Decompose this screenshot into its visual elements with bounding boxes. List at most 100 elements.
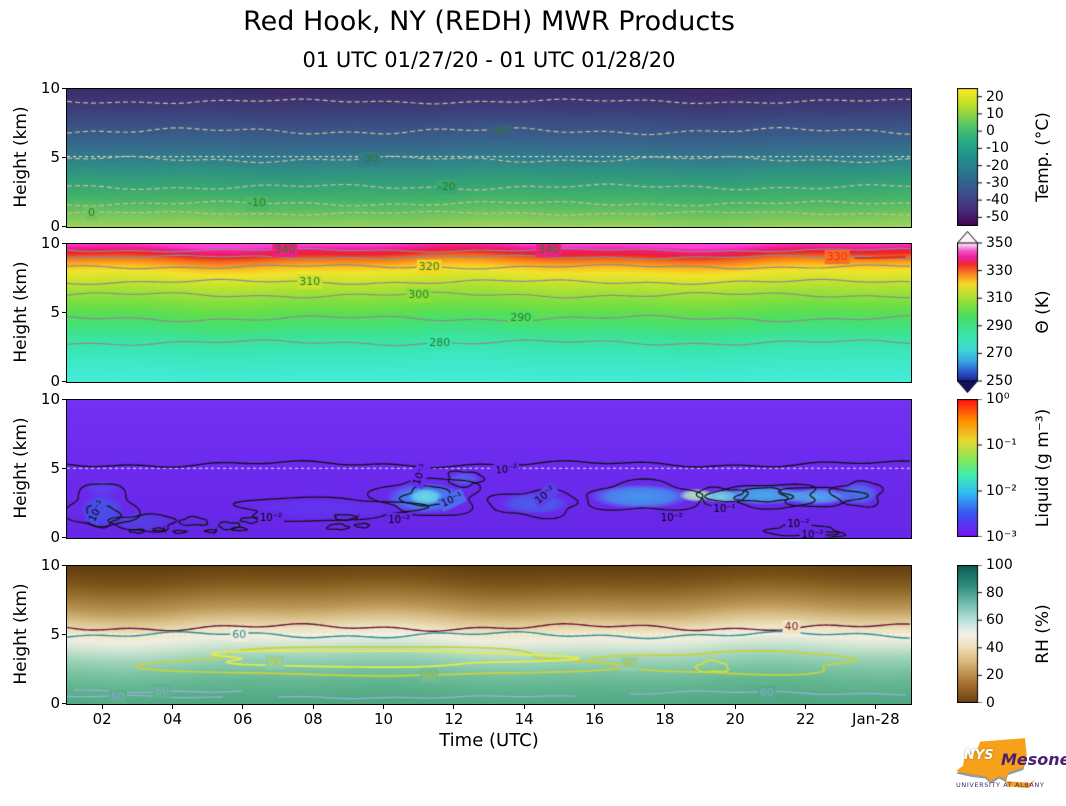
x-tick-mark (594, 705, 595, 709)
colorbar-tick-label: 100 (986, 557, 1013, 573)
x-tick-mark (101, 705, 103, 709)
y-tick-label: 5 (50, 459, 60, 477)
x-tick-mark (734, 705, 736, 709)
page-title: Red Hook, NY (REDH) MWR Products (243, 6, 735, 37)
x-tick-mark (172, 705, 173, 709)
liquid-colorbar (957, 399, 983, 537)
colorbar-tick-label: -30 (986, 174, 1009, 191)
y-tick-mark (62, 226, 66, 227)
colorbar-tick-label: -40 (986, 192, 1009, 209)
x-tick-label: 02 (92, 710, 112, 728)
y-axis-label: Height (km) (11, 106, 31, 208)
colorbar-tick-label: 10⁻¹ (986, 436, 1017, 453)
colorbar-tick-label: 10⁻² (986, 483, 1017, 499)
y-axis-label: Height (km) (11, 261, 31, 363)
colorbar-tick-label: 0 (986, 695, 995, 711)
colorbar-tick-label: 40 (986, 639, 1004, 656)
colorbar-tick-label: -50 (986, 209, 1009, 226)
y-axis-label: Height (km) (11, 583, 31, 685)
y-tick-label: 10 (40, 234, 60, 252)
colorbar-axis-label: Temp. (°C) (1033, 112, 1053, 202)
panel-temperature: Height (km) Temp. (°C) (0, 88, 1066, 228)
x-tick-mark (312, 705, 314, 709)
x-tick-mark (383, 705, 384, 709)
y-tick-mark (62, 565, 66, 566)
logo-university-text: UNIVERSITY AT ALBANY (956, 781, 1045, 789)
colorbar-tick-label: 10 (986, 105, 1004, 122)
y-tick-label: 5 (50, 625, 60, 643)
colorbar-axis-label: Θ (K) (1033, 290, 1053, 334)
y-tick-label: 10 (40, 79, 60, 97)
colorbar-tick-label: 80 (986, 584, 1004, 601)
x-tick-mark (523, 705, 525, 709)
liquid-heatmap (66, 399, 912, 539)
panel-potential-temperature: Height (km) Θ (K) (0, 231, 1066, 393)
x-tick-label: 18 (655, 710, 675, 728)
figure-subtitle: 01 UTC 01/27/20 - 01 UTC 01/28/20 (302, 48, 676, 72)
y-tick-mark (62, 157, 66, 158)
colorbar-tick-label: -10 (986, 140, 1009, 157)
temperature-heatmap (66, 88, 912, 228)
y-tick-label: 0 (50, 372, 60, 390)
x-tick-label: 12 (444, 710, 464, 728)
y-tick-label: 5 (50, 303, 60, 321)
panel-rh: Height (km) RH (%) (0, 565, 1066, 705)
x-tick-label: 20 (725, 710, 745, 728)
colorbar-tick-label: 20 (986, 667, 1004, 684)
colorbar-tick-label: 10⁻³ (986, 529, 1017, 545)
nys-mesonet-logo: NYS Mesonet UNIVERSITY AT ALBANY (944, 733, 1066, 795)
x-tick-mark (664, 705, 666, 709)
y-tick-label: 0 (50, 217, 60, 235)
y-tick-label: 0 (50, 528, 60, 546)
colorbar-tick-label: 350 (986, 235, 1013, 251)
panel-liquid: Height (km) Liquid (g m⁻³) (0, 399, 1066, 539)
colorbar-tick-label: 20 (986, 88, 1004, 105)
temperature-colorbar (957, 88, 983, 226)
ny-state-shape (956, 738, 1027, 782)
y-tick-label: 10 (40, 390, 60, 408)
colorbar-axis-label: Liquid (g m⁻³) (1033, 408, 1053, 528)
ny-state-graphic (956, 738, 1036, 789)
colorbar-tick-label: 270 (986, 345, 1013, 362)
logo-mesonet-text: Mesonet (1001, 750, 1066, 769)
rh-heatmap (66, 565, 912, 705)
y-tick-mark (62, 399, 66, 400)
y-axis-label: Height (km) (11, 417, 31, 519)
colorbar-tick-label: 330 (986, 262, 1013, 279)
y-tick-mark (62, 468, 66, 469)
colorbar-tick-label: -20 (986, 157, 1009, 174)
x-tick-label: 16 (584, 710, 605, 728)
colorbar-axis-label: RH (%) (1033, 604, 1053, 664)
rh-colorbar (957, 565, 983, 703)
theta-colorbar (957, 231, 983, 393)
y-tick-mark (62, 634, 66, 635)
y-tick-mark (62, 312, 66, 313)
y-tick-label: 0 (50, 694, 60, 712)
y-tick-mark (62, 88, 66, 89)
long-island-shape (1006, 779, 1036, 789)
x-tick-label: 10 (373, 710, 394, 728)
x-tick-label: 06 (233, 710, 253, 728)
y-tick-label: 10 (40, 556, 60, 574)
y-tick-mark (62, 537, 66, 538)
colorbar-tick-label: 250 (986, 373, 1013, 389)
theta-heatmap (66, 243, 912, 383)
logo-nys-text: NYS (964, 748, 994, 763)
x-tick-mark (805, 705, 806, 709)
x-tick-label: 04 (162, 710, 183, 728)
y-tick-label: 5 (50, 148, 60, 166)
colorbar-tick-label: 310 (986, 290, 1013, 307)
x-tick-label: Jan-28 (852, 710, 900, 728)
colorbar-tick-label: 290 (986, 317, 1013, 334)
x-tick-label: 14 (514, 710, 534, 728)
y-tick-mark (62, 243, 66, 244)
x-tick-mark (453, 705, 455, 709)
x-tick-label: 08 (303, 710, 323, 728)
colorbar-tick-label: 10⁰ (986, 391, 1010, 407)
x-tick-mark (242, 705, 244, 709)
x-axis-label: Time (UTC) (439, 730, 539, 751)
colorbar-tick-label: 60 (986, 612, 1004, 629)
x-tick-mark (875, 705, 877, 709)
colorbar-tick-label: 0 (986, 123, 995, 140)
